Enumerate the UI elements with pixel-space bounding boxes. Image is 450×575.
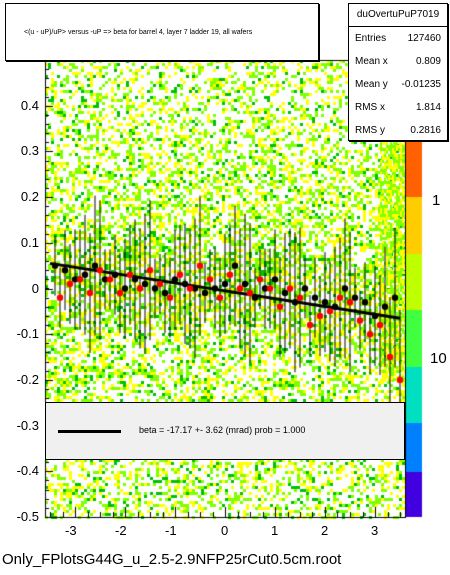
x-tick-label: 0 — [221, 523, 229, 538]
z-tick-label: 1 — [432, 192, 441, 209]
y-tick-label: -0.2 — [16, 371, 39, 387]
y-tick-label: -0.3 — [16, 417, 39, 433]
stats-row: Mean x 0.809 — [349, 50, 447, 73]
fit-legend-text: beta = -17.17 +- 3.62 (mrad) prob = 1.00… — [139, 425, 306, 435]
y-tick-label: 0 — [31, 280, 39, 296]
stats-label: RMS x — [355, 102, 385, 113]
x-tick-label: 1 — [271, 523, 279, 538]
stats-label: RMS y — [355, 125, 385, 136]
x-tick-label: -1 — [165, 523, 177, 538]
y-tick-label: 0.3 — [20, 143, 39, 159]
file-name-footer: Only_FPlotsG44G_u_2.5-2.9NFP25rCut0.5cm.… — [2, 551, 342, 568]
stats-row: RMS y 0.2816 — [349, 119, 447, 142]
y-tick-label: 0.1 — [20, 234, 39, 250]
stats-value: 0.2816 — [410, 125, 441, 136]
fit-legend-line — [58, 430, 121, 433]
stats-row: RMS x 1.814 — [349, 96, 447, 119]
y-tick-label: 0.2 — [20, 189, 39, 205]
stats-histogram-name: duOvertuPuP7019 — [349, 4, 447, 27]
stats-value: 0.809 — [415, 56, 441, 67]
stats-value: 1.814 — [415, 102, 441, 113]
x-tick-label: 2 — [321, 523, 329, 538]
fit-legend-box: beta = -17.17 +- 3.62 (mrad) prob = 1.00… — [45, 402, 405, 460]
y-tick-label: 0.4 — [20, 97, 39, 113]
stats-box: duOvertuPuP7019 Entries 127460 Mean x 0.… — [348, 3, 448, 141]
x-tick-label: 3 — [371, 523, 379, 538]
x-tick-label: -3 — [65, 523, 77, 538]
stats-label: Entries — [355, 33, 387, 44]
stats-label: Mean x — [355, 56, 388, 67]
stats-value: -0.01235 — [401, 79, 441, 90]
histogram-title: <(u - uP)/uP> versus -uP => beta for bar… — [24, 29, 253, 36]
y-tick-label: -0.5 — [16, 509, 39, 524]
x-tick-label: -2 — [115, 523, 127, 538]
stats-row: Entries 127460 — [349, 27, 447, 50]
y-tick-label: -0.4 — [16, 463, 39, 479]
z-tick-label: 10 — [430, 350, 447, 367]
stats-row: Mean y -0.01235 — [349, 73, 447, 96]
stats-label: Mean y — [355, 79, 388, 90]
y-tick-label: -0.1 — [16, 326, 39, 342]
stats-value: 127460 — [407, 33, 441, 44]
histogram-title-box: <(u - uP)/uP> versus -uP => beta for bar… — [5, 3, 319, 61]
